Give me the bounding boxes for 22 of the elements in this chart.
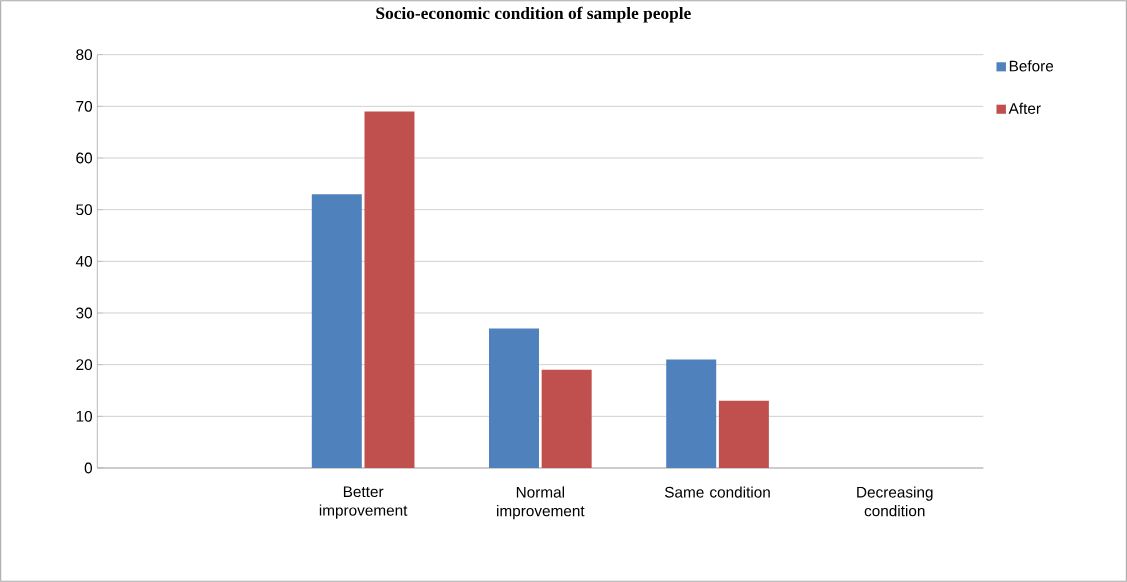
legend-label: Before [1009, 60, 1054, 72]
y-tick-label: 20 [76, 359, 93, 371]
y-tick-label: 80 [76, 49, 93, 61]
bar [718, 400, 769, 468]
bar [541, 369, 592, 468]
x-tick-label: Decreasing condition [857, 486, 933, 517]
x-tick-label: Better improvement [319, 486, 408, 519]
y-tick-label: 10 [76, 410, 93, 422]
y-tick-label: 50 [76, 204, 93, 216]
y-tick-label: 0 [84, 462, 93, 474]
chart-title: Socio-economic condition of sample people [376, 6, 691, 23]
legend-label: After [1008, 102, 1041, 114]
bar [364, 111, 415, 468]
x-tick-label: Normal improvement [497, 486, 585, 520]
y-tick-label: 70 [76, 100, 93, 112]
bar [311, 194, 362, 468]
bar [489, 328, 539, 468]
y-tick-label: 60 [76, 152, 93, 164]
y-tick-label: 40 [75, 255, 93, 267]
y-tick-label: 30 [76, 307, 93, 319]
x-tick-label: Same condition [664, 486, 770, 498]
bar [666, 359, 717, 468]
